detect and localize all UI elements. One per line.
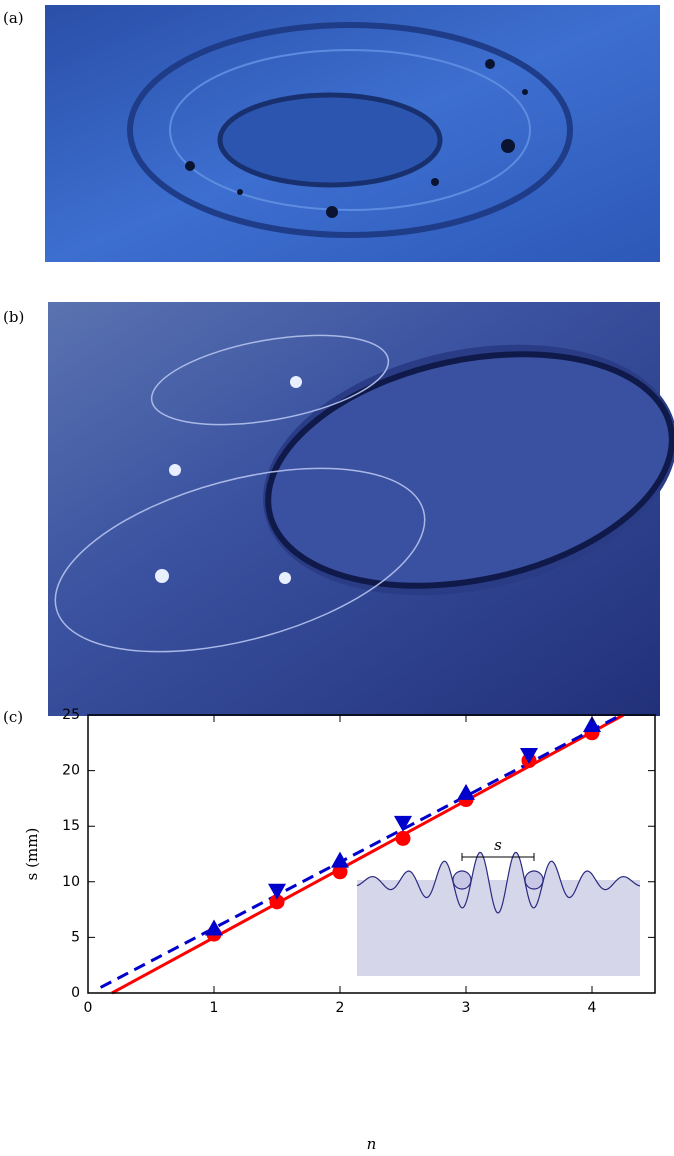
inset-label: s	[494, 836, 502, 854]
point	[269, 894, 285, 910]
x-tick-label: 1	[210, 1000, 219, 1016]
panel-label: (a)	[3, 9, 24, 27]
inset-drop	[524, 870, 544, 890]
point	[395, 830, 411, 846]
x-tick-label: 3	[462, 1000, 471, 1016]
point	[457, 783, 475, 800]
point	[520, 748, 538, 765]
inset-drop	[452, 870, 472, 890]
point	[268, 883, 286, 900]
y-tick-label: 10	[62, 874, 80, 890]
photo-a	[45, 5, 660, 262]
y-tick-label: 20	[62, 763, 80, 779]
x-tick-label: 2	[336, 1000, 345, 1016]
y-tick-label: 5	[71, 929, 80, 945]
x-tick-label: 0	[84, 1000, 93, 1016]
panel-label: (b)	[3, 308, 24, 326]
y-axis-label: s (mm)	[23, 828, 41, 881]
point	[583, 716, 601, 733]
plot-frame	[87, 714, 656, 994]
y-tick-label: 25	[62, 707, 80, 723]
point	[205, 919, 223, 936]
inset-wave	[356, 851, 641, 914]
x-tick-label: 4	[588, 1000, 597, 1016]
y-tick-label: 15	[62, 818, 80, 834]
panel-label: (c)	[3, 708, 23, 726]
inset-bracket	[461, 853, 535, 861]
x-axis-label: n	[367, 1135, 377, 1153]
photo-b	[48, 302, 674, 716]
fit-line	[111, 713, 625, 995]
fit-line	[99, 713, 622, 989]
y-tick-label: 0	[71, 985, 80, 1001]
inset-wave-fill	[357, 852, 640, 976]
point	[332, 864, 348, 880]
point	[331, 851, 349, 868]
point	[394, 815, 412, 832]
